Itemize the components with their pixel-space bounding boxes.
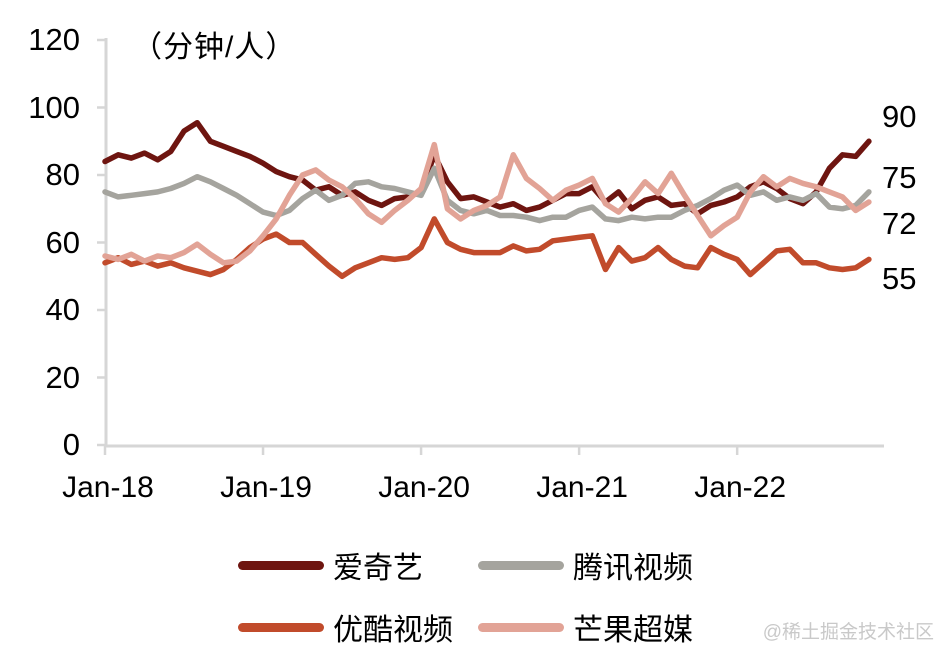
legend: 爱奇艺 腾讯视频 优酷视频 芒果超媒	[238, 546, 708, 647]
x-axis-tick-label: Jan-18	[62, 471, 154, 504]
series-end-value-label-mango-tv: 72	[882, 206, 917, 241]
y-axis-tick-label: 80	[45, 157, 80, 192]
legend-item-tencent-video: 腾讯视频	[478, 546, 708, 585]
legend-label-iqiyi: 爱奇艺	[333, 552, 423, 585]
y-axis-tick-label: 40	[45, 292, 80, 327]
series-end-value-label-iqiyi: 90	[882, 99, 917, 135]
x-axis-tick-label: Jan-22	[694, 471, 787, 504]
series-line-iqiyi	[102, 119, 872, 217]
y-axis-tick-label: 120	[28, 22, 80, 57]
legend-item-youku-video: 优酷视频	[238, 608, 468, 647]
y-axis-unit-label: （分钟/人）	[132, 31, 297, 64]
legend-label-tencent-video: 腾讯视频	[573, 552, 693, 585]
legend-swatch-iqiyi	[238, 560, 324, 570]
y-axis-tick-label: 60	[45, 224, 80, 260]
x-axis-tick-label: Jan-19	[220, 471, 312, 504]
series-end-value-label-youku-video: 55	[882, 261, 917, 297]
x-axis-tick-label: Jan-20	[378, 471, 470, 504]
legend-swatch-youku-video	[238, 622, 324, 632]
legend-item-iqiyi: 爱奇艺	[238, 546, 468, 585]
x-axis-tick-label: Jan-21	[536, 471, 628, 504]
series-line-youku-video	[102, 216, 872, 280]
legend-label-youku-video: 优酷视频	[333, 614, 453, 647]
y-axis-tick-label: 20	[45, 359, 80, 395]
legend-swatch-mango-tv	[478, 622, 564, 632]
legend-swatch-tencent-video	[478, 560, 564, 570]
y-axis-tick-label: 0	[62, 427, 80, 462]
series-line-mango-tv	[102, 141, 872, 266]
series-end-value-label-tencent-video: 75	[882, 159, 917, 195]
legend-label-mango-tv: 芒果超媒	[573, 614, 693, 647]
y-axis-tick-label: 100	[28, 89, 80, 125]
watermark: @稀土掘金技术社区	[762, 622, 934, 643]
legend-item-mango-tv: 芒果超媒	[478, 608, 708, 647]
series-line-tencent-video	[102, 165, 872, 224]
